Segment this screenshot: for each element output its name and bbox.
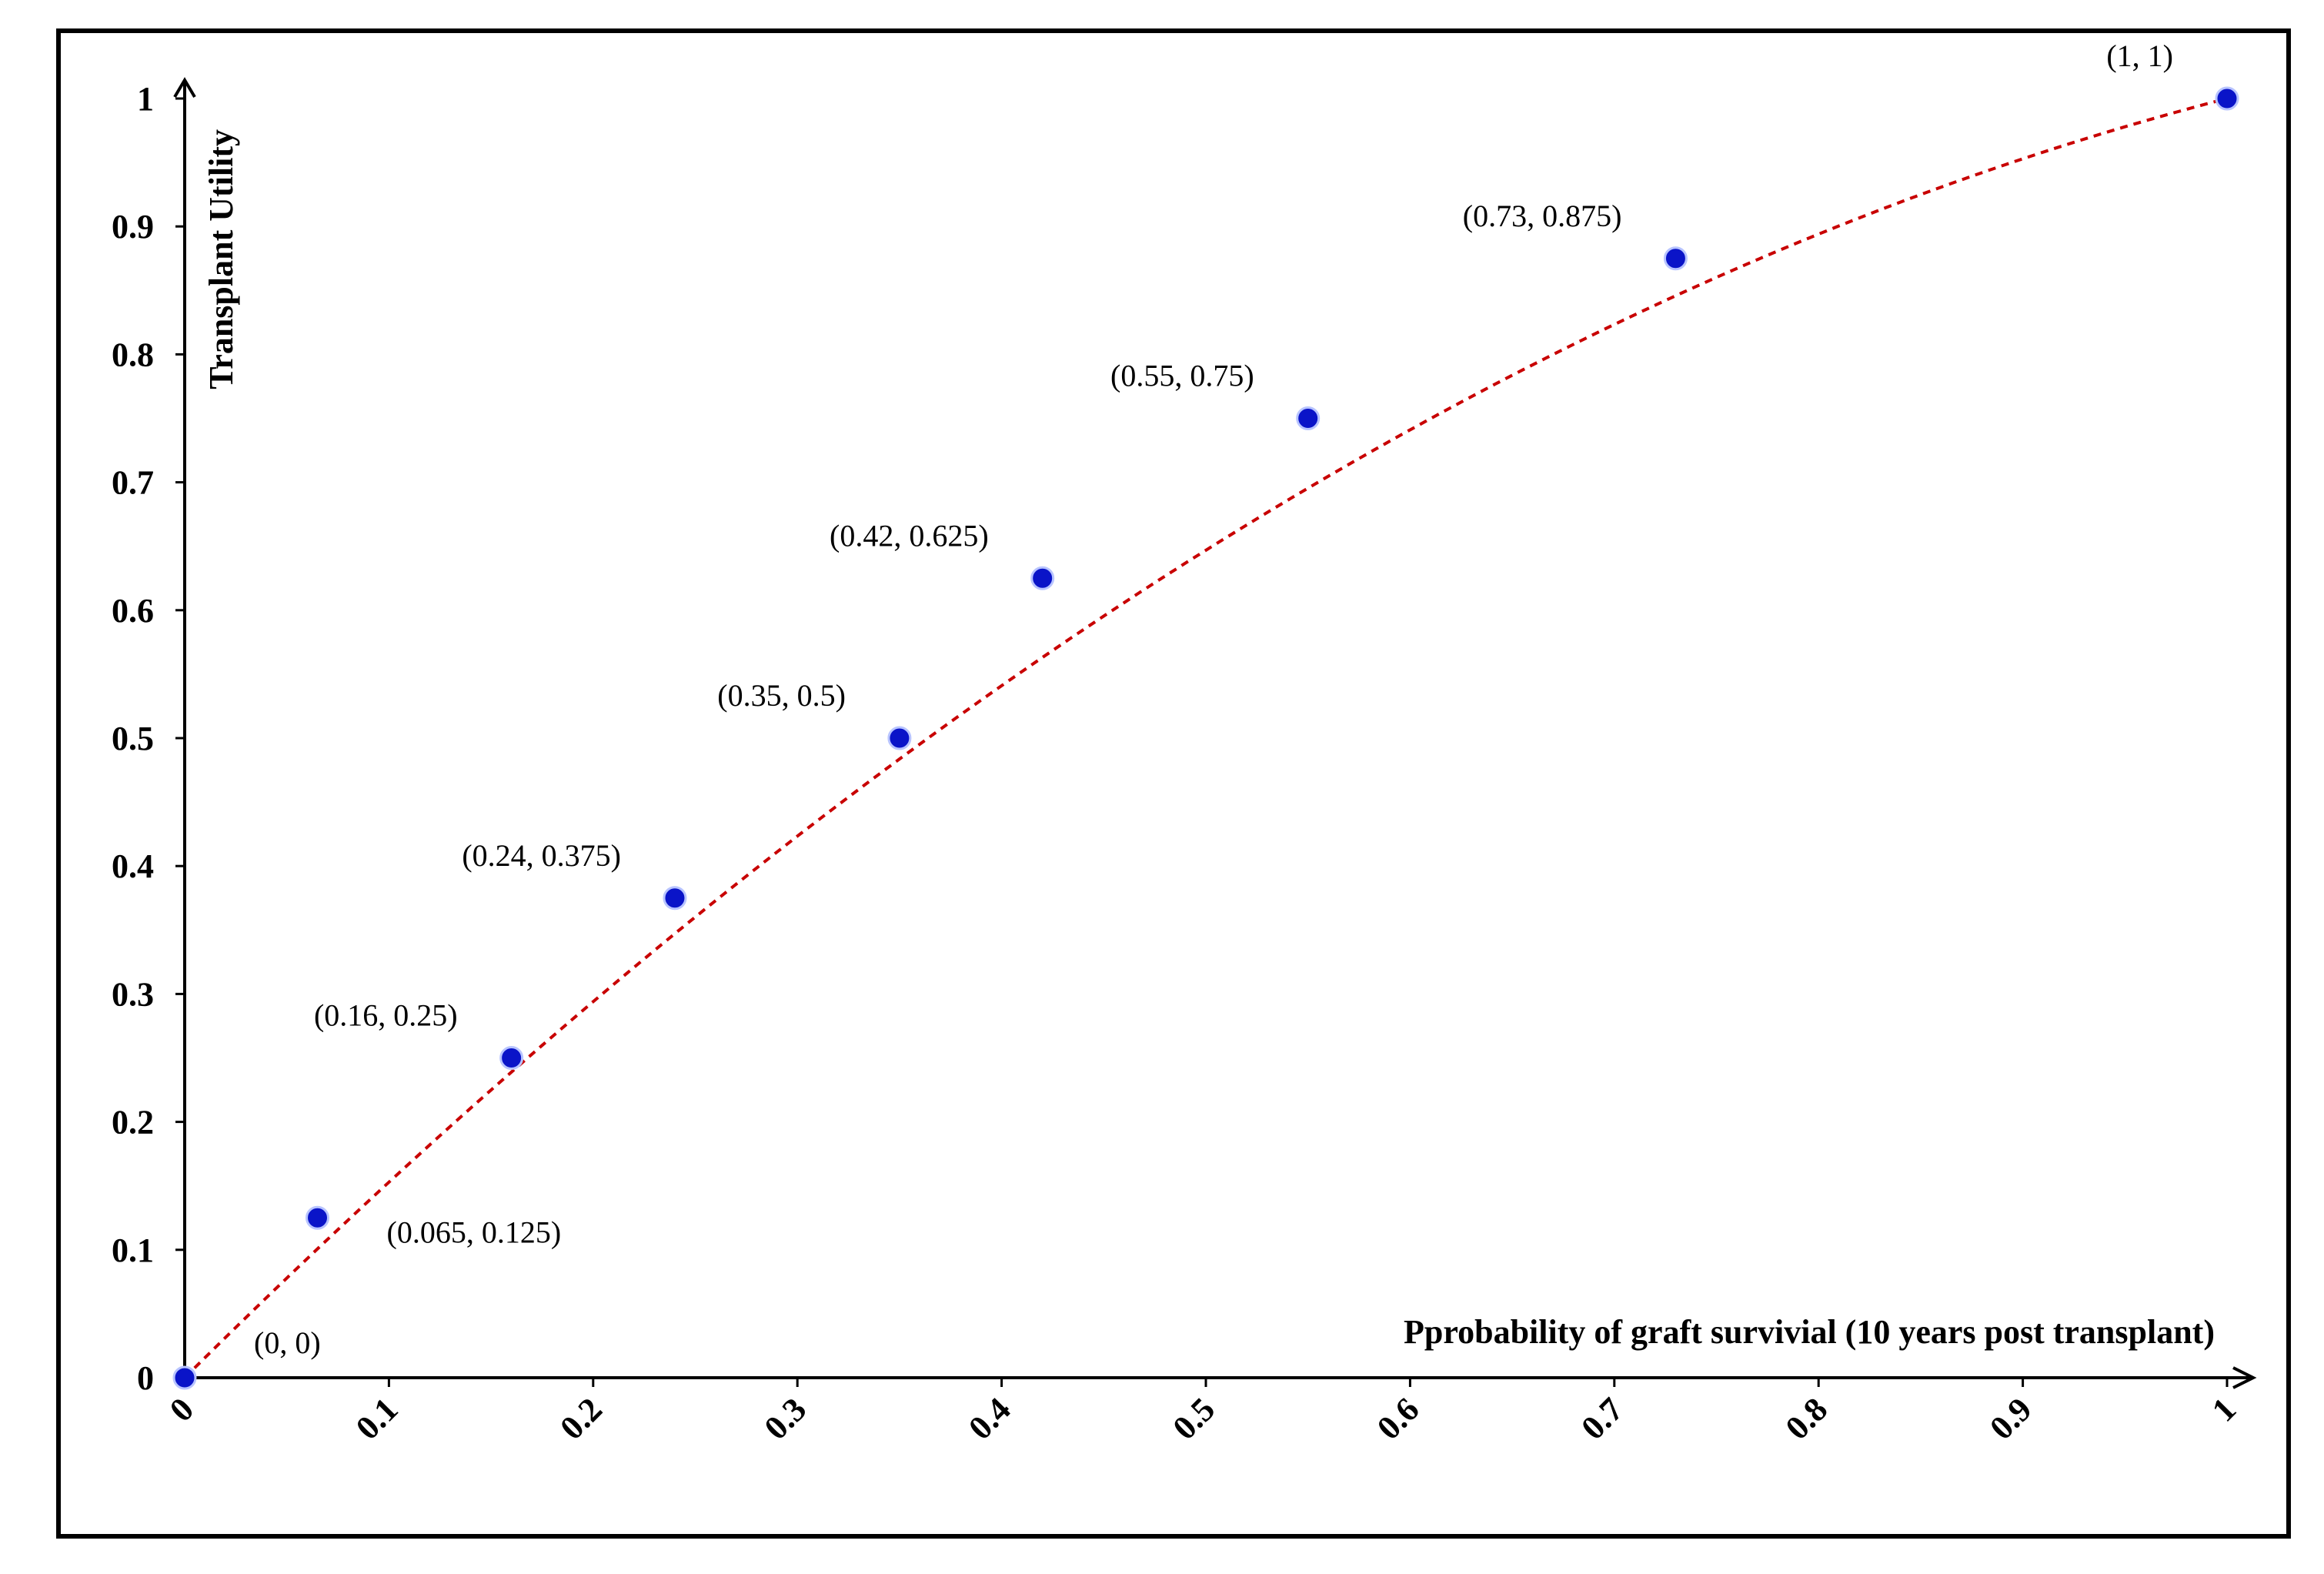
data-point-label: (0.73, 0.875)	[1463, 199, 1622, 233]
x-axis-arrow	[2232, 1366, 2257, 1389]
data-point-label: (0.42, 0.625)	[830, 518, 989, 553]
data-point-label: (0.55, 0.75)	[1110, 359, 1254, 393]
trendline-layer	[183, 97, 2228, 1379]
y-tick-label: 0.4	[112, 847, 154, 885]
data-point-label: (1, 1)	[2106, 38, 2173, 73]
data-point-label: (0.24, 0.375)	[462, 838, 621, 873]
y-tick-label: 0	[137, 1359, 154, 1397]
x-tick-label: 0.2	[553, 1390, 609, 1447]
data-labels-layer: (0, 0) (0.065, 0.125) (0.16, 0.25) (0.24, 0…	[254, 38, 2173, 1360]
y-tick-label: 1	[137, 80, 154, 118]
y-axis-title: Transplant Utility	[202, 129, 240, 389]
data-point	[172, 1365, 197, 1390]
y-axis-arrow	[173, 77, 196, 99]
data-point	[887, 726, 912, 750]
data-point	[663, 886, 687, 911]
data-point	[499, 1046, 524, 1070]
data-point	[1030, 566, 1055, 590]
x-tick-label: 0.9	[1982, 1390, 2039, 1447]
x-tick-label: 1	[2205, 1390, 2243, 1429]
data-point-label: (0.065, 0.125)	[387, 1215, 562, 1249]
points-layer	[172, 86, 2239, 1390]
y-tick-label: 0.2	[112, 1104, 154, 1141]
y-tick-label: 0.8	[112, 336, 154, 373]
data-point	[2215, 86, 2239, 111]
data-point-label: (0.16, 0.25)	[314, 998, 458, 1033]
x-tick-label: 0.1	[349, 1390, 406, 1447]
y-tick-label: 0.1	[112, 1231, 154, 1269]
y-tick-label: 0.5	[112, 720, 154, 757]
data-point	[1663, 246, 1688, 271]
y-tick-label: 0.3	[112, 975, 154, 1013]
axes-layer	[173, 77, 2257, 1389]
x-tick-label: 0.5	[1166, 1390, 1223, 1447]
x-tick-label: 0.3	[757, 1390, 814, 1447]
x-tick-label: 0.6	[1370, 1390, 1427, 1447]
x-tick-label: 0	[162, 1390, 201, 1429]
data-point-label: (0.35, 0.5)	[717, 678, 846, 713]
x-tick-label: 0.7	[1574, 1390, 1631, 1447]
data-point	[306, 1205, 330, 1230]
data-point	[1296, 406, 1321, 430]
y-tick-label: 0.6	[112, 592, 154, 630]
x-tick-label: 0.8	[1778, 1390, 1835, 1447]
chart-frame	[56, 28, 2291, 1539]
y-tick-label: 0.9	[112, 208, 154, 246]
trendline	[183, 97, 2228, 1379]
y-tick-label: 0.7	[112, 464, 154, 502]
x-axis-title: Pprobability of graft survivial (10 year…	[1404, 1313, 2215, 1351]
data-point-label: (0, 0)	[254, 1325, 321, 1360]
x-tick-label: 0.4	[961, 1390, 1018, 1447]
